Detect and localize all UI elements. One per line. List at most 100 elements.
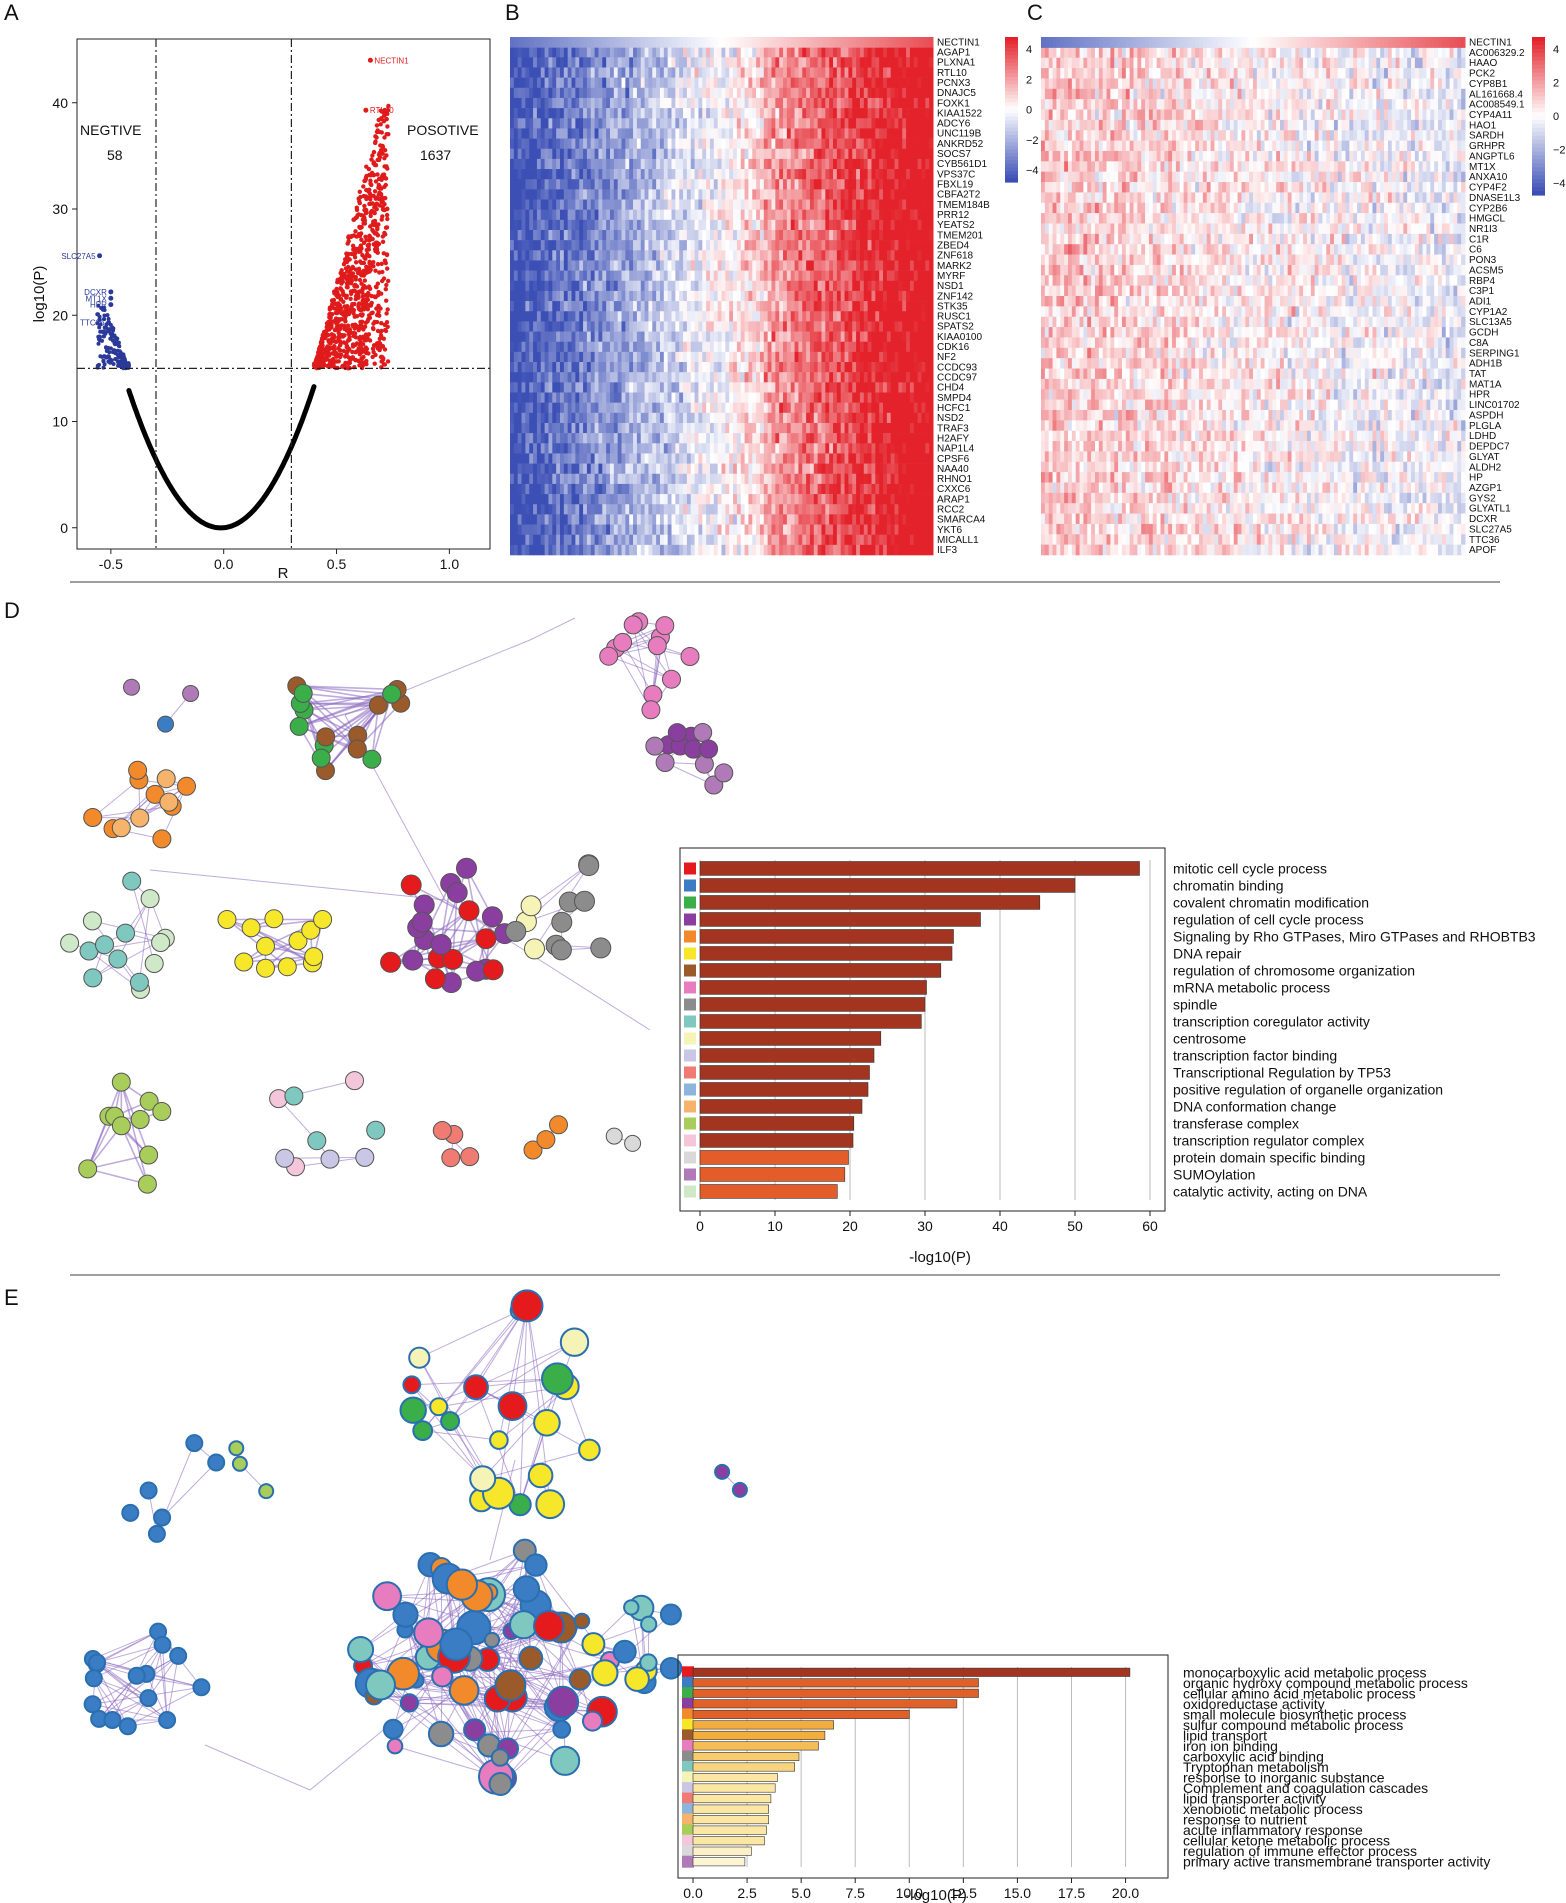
heatmap-cell xyxy=(756,331,761,343)
heatmap-cell xyxy=(725,453,730,464)
heatmap-cell xyxy=(744,534,749,546)
heatmap-cell xyxy=(510,290,515,302)
positive-point xyxy=(376,192,381,197)
positive-point xyxy=(378,345,383,350)
heatmap-cell xyxy=(586,67,592,78)
heatmap-cell xyxy=(752,514,757,525)
heatmap-cell xyxy=(771,108,776,119)
heatmap-cell xyxy=(559,463,565,475)
heatmap-cell xyxy=(513,57,519,68)
positive-point xyxy=(367,264,373,269)
heatmap-cell xyxy=(713,240,719,251)
heatmap-cell xyxy=(613,433,619,444)
heatmap-cell xyxy=(629,422,634,434)
negative-point xyxy=(116,342,121,347)
heatmap-cell xyxy=(675,341,680,353)
heatmap-cell xyxy=(583,372,588,383)
positive-point xyxy=(377,129,382,135)
heatmap-cell xyxy=(663,504,669,515)
heatmap-cell xyxy=(659,240,665,251)
heatmap-cell xyxy=(767,433,772,444)
heatmap-cell xyxy=(536,524,542,535)
heatmap-cell xyxy=(602,118,607,129)
heatmap-cell xyxy=(759,57,765,68)
heatmap-cell xyxy=(559,422,565,434)
heatmap-cell xyxy=(609,138,615,150)
heatmap-cell xyxy=(552,260,557,271)
heatmap-cell xyxy=(602,483,607,495)
heatmap-cell xyxy=(652,321,657,332)
heatmap-cell xyxy=(559,524,565,535)
heatmap-cell xyxy=(706,250,711,261)
heatmap-cell xyxy=(675,250,680,261)
heatmap-cell xyxy=(510,422,515,434)
heatmap-cell xyxy=(590,372,596,383)
heatmap-cell xyxy=(790,250,796,261)
heatmap-cell xyxy=(617,67,623,78)
heatmap-cell xyxy=(725,47,730,58)
heatmap-cell xyxy=(613,544,619,556)
positive-point xyxy=(320,343,325,348)
heatmap-cell xyxy=(648,392,653,403)
heatmap-cell xyxy=(510,524,515,535)
heatmap-cell xyxy=(621,250,626,261)
heatmap-cell xyxy=(794,219,799,231)
heatmap-cell xyxy=(544,301,549,312)
heatmap-cell xyxy=(652,514,657,525)
heatmap-cell xyxy=(548,67,553,78)
heatmap-cell xyxy=(556,351,561,363)
heatmap-cell xyxy=(571,433,576,444)
heatmap-cell xyxy=(575,260,580,271)
heatmap-cell xyxy=(721,260,726,271)
heatmap-cell xyxy=(613,382,619,393)
heatmap-cell xyxy=(759,47,765,58)
heatmap-cell xyxy=(625,311,630,322)
heatmap-cell xyxy=(717,514,722,525)
heatmap-cell xyxy=(698,57,703,68)
heatmap-cell xyxy=(525,382,530,393)
heatmap-cell xyxy=(786,494,792,505)
heatmap-cell xyxy=(659,169,665,180)
positive-point xyxy=(381,172,387,177)
heatmap-cell xyxy=(598,260,603,271)
heatmap-cell xyxy=(617,179,623,190)
heatmap-cell xyxy=(613,209,619,221)
heatmap-cell xyxy=(783,351,788,363)
heatmap-cell xyxy=(636,67,642,78)
heatmap-cell xyxy=(763,118,769,129)
heatmap-cell xyxy=(679,280,684,292)
heatmap-cell xyxy=(617,372,623,383)
heatmap-cell xyxy=(583,240,588,251)
heatmap-cell xyxy=(748,57,753,68)
heatmap-cell xyxy=(586,392,592,403)
heatmap-cell xyxy=(633,382,638,393)
heatmap-cell xyxy=(798,494,803,505)
heatmap-cell xyxy=(563,189,569,200)
heatmap-cell xyxy=(548,331,553,343)
x-tick-label: 0.5 xyxy=(327,556,347,572)
positive-label: POSOTIVE xyxy=(407,122,479,138)
heatmap-cell xyxy=(629,229,634,241)
heatmap-cell xyxy=(648,402,653,414)
heatmap-cell xyxy=(763,280,769,292)
heatmap-cell xyxy=(759,158,765,170)
heatmap-cell xyxy=(571,108,576,119)
heatmap-cell xyxy=(586,483,592,495)
heatmap-cell xyxy=(640,138,646,150)
heatmap-cell xyxy=(594,47,599,58)
heatmap-cell xyxy=(590,57,596,68)
heatmap-cell xyxy=(656,351,661,363)
heatmap-cell xyxy=(590,463,596,475)
heatmap-cell xyxy=(613,97,619,109)
heatmap-cell xyxy=(521,544,526,556)
heatmap-cell xyxy=(552,422,557,434)
heatmap-cell xyxy=(794,504,799,515)
heatmap-cell xyxy=(663,280,669,292)
heatmap-cell xyxy=(786,422,792,434)
heatmap-cell xyxy=(767,301,772,312)
heatmap-cell xyxy=(613,534,619,546)
heatmap-cell xyxy=(609,57,615,68)
heatmap-cell xyxy=(613,412,619,424)
heatmap-cell xyxy=(575,219,580,231)
heatmap-cell xyxy=(748,321,753,332)
